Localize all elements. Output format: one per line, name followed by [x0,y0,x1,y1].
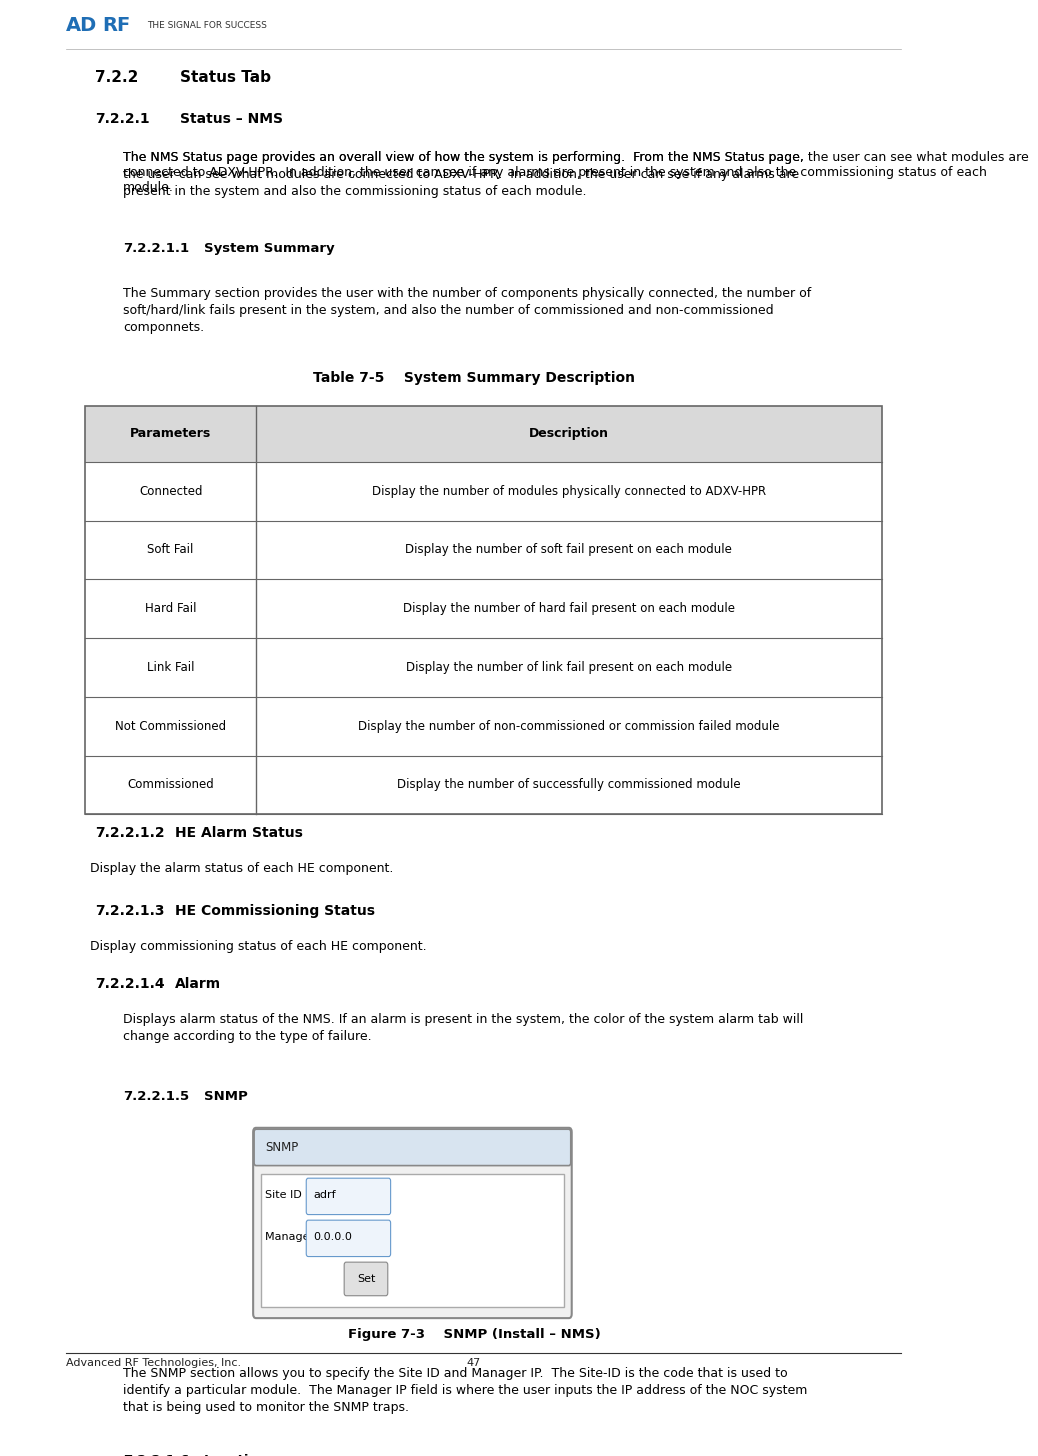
Text: 7.2.2.1.1: 7.2.2.1.1 [124,242,189,255]
Text: Status Tab: Status Tab [181,70,271,84]
Text: System Summary: System Summary [203,242,334,255]
Text: Table 7-5    System Summary Description: Table 7-5 System Summary Description [313,371,635,384]
Text: Display the number of modules physically connected to ADXV-HPR: Display the number of modules physically… [372,485,766,498]
Text: HE Alarm Status: HE Alarm Status [175,826,303,840]
Text: Displays alarm status of the NMS. If an alarm is present in the system, the colo: Displays alarm status of the NMS. If an … [124,1013,803,1042]
Text: SNMP: SNMP [266,1142,299,1155]
Text: Hard Fail: Hard Fail [145,603,196,616]
Text: Soft Fail: Soft Fail [147,543,194,556]
Text: Set: Set [357,1274,375,1284]
Bar [261,1174,564,1307]
Text: adrf: adrf [312,1190,335,1200]
Text: The Summary section provides the user with the number of components physically c: The Summary section provides the user wi… [124,287,812,333]
Text: 7.2.2.1.2: 7.2.2.1.2 [94,826,164,840]
Bar [85,579,881,638]
FancyBboxPatch shape [253,1128,572,1318]
Text: The SNMP section allows you to specify the Site ID and Manager IP.  The Site-ID : The SNMP section allows you to specify t… [124,1367,808,1414]
Text: Display the number of link fail present on each module: Display the number of link fail present … [406,661,732,674]
Text: Display the number of hard fail present on each module: Display the number of hard fail present … [403,603,735,616]
Bar [85,406,881,462]
Text: The NMS Status page provides an overall view of how the system is performing.  F: The NMS Status page provides an overall … [124,151,804,198]
Text: 7.2.2.1: 7.2.2.1 [94,112,149,125]
Bar [85,406,881,814]
Bar [85,521,881,579]
Text: SNMP: SNMP [203,1091,248,1104]
Text: Commissioned: Commissioned [128,779,214,792]
Text: HE Commissioning Status: HE Commissioning Status [175,904,376,917]
Text: Display the alarm status of each HE component.: Display the alarm status of each HE comp… [90,862,393,875]
Text: Display commissioning status of each HE component.: Display commissioning status of each HE … [90,941,427,954]
FancyBboxPatch shape [345,1262,388,1296]
Text: The NMS Status page provides an overall view of how the system is performing.  F: The NMS Status page provides an overall … [124,151,1029,194]
Text: Location: Location [203,1455,268,1456]
Text: 0.0.0.0: 0.0.0.0 [312,1232,352,1242]
FancyBboxPatch shape [306,1220,390,1257]
Bar [85,697,881,756]
Text: Alarm: Alarm [175,977,221,990]
Bar [85,756,881,814]
Text: Description: Description [529,427,609,440]
FancyBboxPatch shape [306,1178,390,1214]
Text: Parameters: Parameters [130,427,212,440]
Text: Link Fail: Link Fail [147,661,194,674]
Text: 7.2.2.1.4: 7.2.2.1.4 [94,977,164,990]
FancyBboxPatch shape [254,1130,571,1166]
Text: 7.2.2.1.3: 7.2.2.1.3 [94,904,164,917]
Text: 47: 47 [467,1358,482,1367]
Text: Manager IP: Manager IP [266,1232,328,1242]
Text: 7.2.2: 7.2.2 [94,70,138,84]
Text: R: R [103,16,117,35]
Text: Not Commissioned: Not Commissioned [115,719,226,732]
Text: Display the number of successfully commissioned module: Display the number of successfully commi… [398,779,741,792]
Text: Display the number of soft fail present on each module: Display the number of soft fail present … [406,543,733,556]
Text: THE SIGNAL FOR SUCCESS: THE SIGNAL FOR SUCCESS [147,20,267,29]
Bar [85,462,881,521]
Text: Status – NMS: Status – NMS [181,112,283,125]
Bar [85,638,881,697]
Text: 7.2.2.1.6: 7.2.2.1.6 [124,1455,190,1456]
Text: Site ID: Site ID [266,1190,302,1200]
Text: Advanced RF Technologies, Inc.: Advanced RF Technologies, Inc. [66,1358,242,1367]
Text: F: F [116,16,130,35]
Text: Display the number of non-commissioned or commission failed module: Display the number of non-commissioned o… [358,719,780,732]
Text: Connected: Connected [139,485,202,498]
Text: Figure 7-3    SNMP (Install – NMS): Figure 7-3 SNMP (Install – NMS) [348,1328,600,1341]
Text: 7.2.2.1.5: 7.2.2.1.5 [124,1091,189,1104]
Text: AD: AD [66,16,98,35]
